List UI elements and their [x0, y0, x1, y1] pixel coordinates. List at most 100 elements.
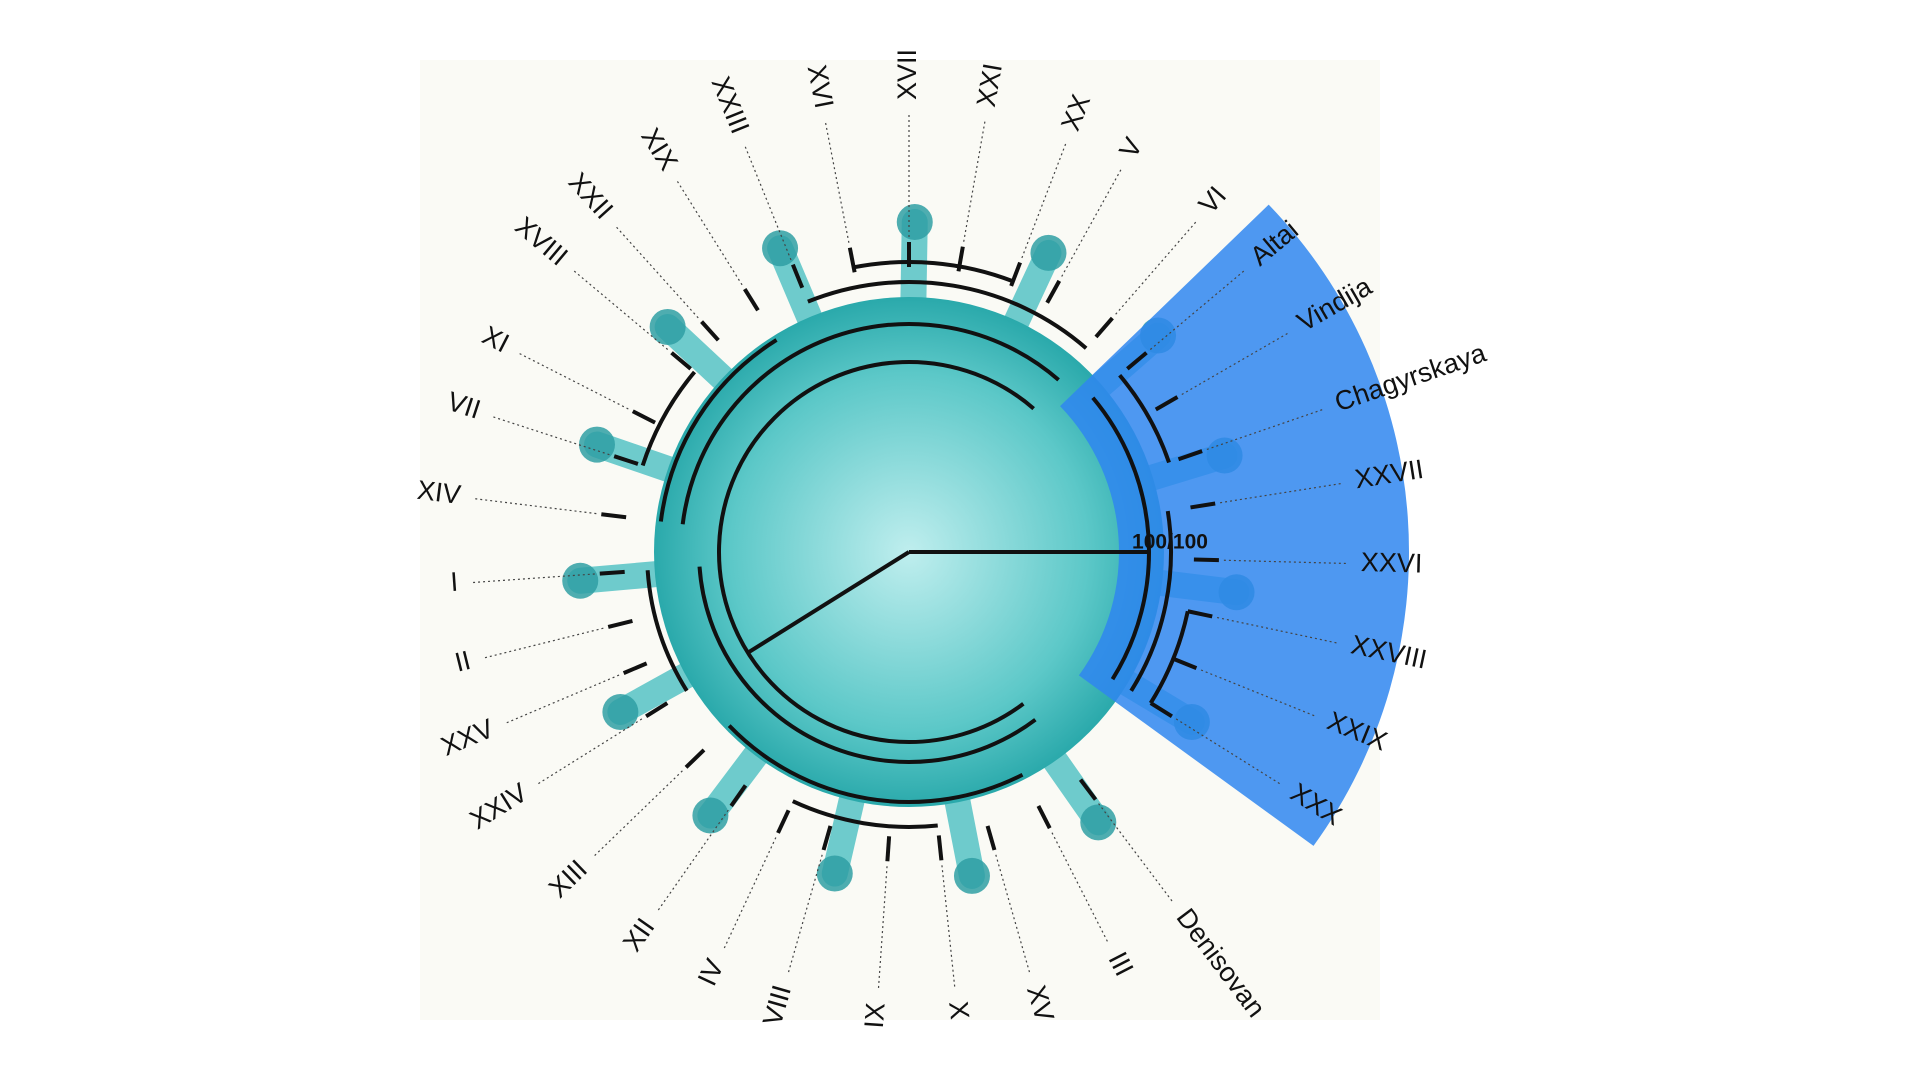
virus-spike-tip: [896, 204, 933, 241]
leaf-branch: [622, 661, 648, 675]
leaf-branch: [684, 748, 706, 769]
virus-spike-tip: [649, 308, 686, 345]
leaf-branch: [631, 409, 656, 425]
virus-spike-tip: [1030, 234, 1067, 271]
leader-line: [571, 268, 669, 350]
leader-line: [614, 224, 699, 319]
leaf-branch: [1126, 351, 1148, 371]
leaf-branch: [743, 288, 760, 312]
leaf-branch: [1036, 805, 1052, 830]
virus-spike-tip: [1080, 804, 1117, 841]
branch-arc: [680, 322, 1060, 525]
leader-line: [1181, 331, 1291, 396]
branch-arc: [697, 566, 1037, 764]
leaf-branch: [1187, 609, 1213, 619]
root-branch: [746, 550, 911, 655]
leader-line: [656, 809, 729, 913]
leader-line: [995, 854, 1031, 976]
leader-line: [941, 865, 956, 990]
branch-arc: [658, 338, 778, 522]
leaf-branch: [607, 619, 633, 629]
leader-line: [1223, 559, 1349, 565]
leaf-branch: [791, 263, 805, 289]
leaf-branch: [776, 809, 791, 834]
leader-line: [1061, 166, 1123, 277]
leader-line: [1216, 616, 1340, 645]
leaf-branch: [956, 246, 965, 272]
virus-spike-tip: [762, 230, 799, 267]
leaf-label: X: [943, 1000, 975, 1021]
branch-arc: [807, 280, 1088, 350]
virus-spike-tip: [602, 693, 639, 730]
virus-spike-tip: [692, 797, 729, 834]
leaf-branch: [1045, 279, 1062, 304]
leaf-branch: [1193, 557, 1219, 563]
leader-line: [1098, 803, 1175, 904]
leaf-branch: [670, 351, 692, 371]
leader-line: [787, 854, 823, 976]
virus-spike-tip: [953, 857, 990, 894]
branch-arc: [853, 260, 1014, 284]
branch-arc: [640, 370, 697, 467]
leader-line: [1206, 408, 1326, 451]
leaf-branch: [700, 320, 720, 342]
leaf-label: XVII: [892, 49, 922, 100]
leader-line: [503, 674, 620, 725]
virus-spike-tip: [816, 855, 853, 892]
leaf-branch: [821, 825, 833, 851]
leader-line: [592, 770, 683, 859]
virus-spike-tip: [578, 426, 615, 463]
leaf-label: XIV: [416, 475, 463, 510]
leaf-branch: [985, 825, 997, 851]
leader-line: [1149, 268, 1247, 350]
branch-arc: [727, 724, 1024, 804]
branch-arc: [1118, 373, 1171, 464]
leaf-branch: [1154, 395, 1179, 412]
branch-arc: [791, 799, 938, 829]
leader-line: [1051, 832, 1110, 945]
leader-line: [516, 351, 629, 410]
leaf-branch: [847, 247, 857, 273]
leaf-branch: [599, 569, 625, 576]
leaf-branch: [1177, 449, 1203, 462]
leaf-branch: [1094, 316, 1114, 339]
leaf-label: II: [452, 645, 474, 678]
virus-spike-tip: [562, 562, 599, 599]
leader-line: [963, 118, 986, 242]
leaf-label: XXVI: [1361, 547, 1423, 579]
leaf-branch: [885, 836, 892, 862]
leader-line: [743, 143, 792, 261]
leader-line: [470, 573, 595, 584]
leader-line: [490, 415, 610, 456]
leader-line: [877, 866, 888, 991]
branch-arc: [1148, 610, 1190, 705]
leader-line: [675, 178, 743, 286]
leaf-branch: [1078, 778, 1098, 801]
leaf-branch: [1172, 656, 1198, 670]
leader-line: [824, 119, 850, 243]
leaf-branch: [936, 835, 944, 861]
leader-line: [722, 837, 777, 952]
branch-arc: [1129, 510, 1173, 692]
leader-line: [1021, 141, 1068, 259]
leaf-branch: [1190, 501, 1216, 510]
leaf-branch: [1009, 261, 1022, 287]
branch-arc: [645, 570, 689, 692]
leader-line: [472, 497, 597, 515]
leaf-label: XXI: [971, 61, 1008, 109]
leader-line: [1200, 669, 1318, 718]
leaf-branch: [729, 784, 748, 808]
leaf-branch: [613, 454, 639, 466]
leader-line: [1115, 219, 1199, 315]
branch-arc: [1091, 396, 1151, 681]
leaf-label: I: [449, 567, 459, 597]
leader-line: [481, 627, 604, 660]
leaf-branch: [1149, 701, 1173, 718]
branch-arc: [717, 360, 1035, 744]
support-label: 100/100: [1132, 531, 1208, 554]
leaf-branch: [645, 701, 669, 718]
leader-line: [1175, 718, 1283, 786]
leaf-label: IX: [859, 1002, 891, 1030]
